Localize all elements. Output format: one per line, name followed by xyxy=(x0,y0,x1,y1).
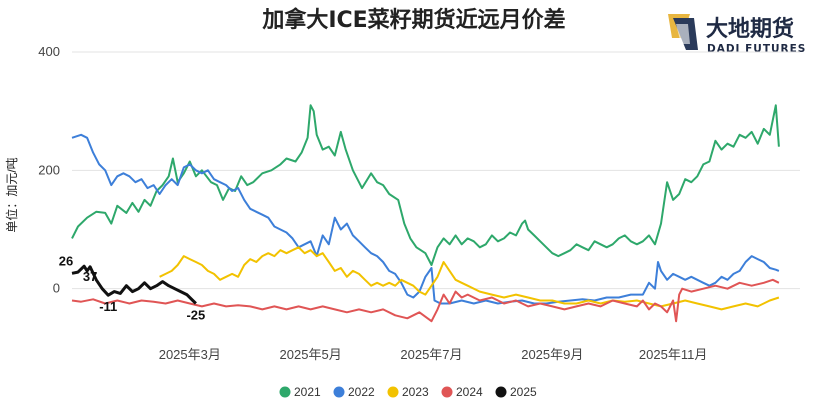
x-tick-label: 2025年3月 xyxy=(159,347,221,362)
y-axis-label: 单位：加元/吨 xyxy=(4,157,19,232)
x-ticks: 2025年3月 2025年5月 2025年7月 2025年9月 2025年11月 xyxy=(159,347,708,362)
legend-label: 2024 xyxy=(456,385,483,399)
y-ticks: 0 200 400 xyxy=(38,44,60,296)
x-tick-label: 2025年11月 xyxy=(639,347,707,362)
y-tick-label: 400 xyxy=(38,44,60,59)
data-label: -25 xyxy=(186,307,205,322)
legend-label: 2021 xyxy=(294,385,321,399)
legend-marker xyxy=(279,386,291,398)
legend-item-2025[interactable]: 2025 xyxy=(495,385,538,399)
legend-label: 2023 xyxy=(402,385,429,399)
dadi-logo-icon xyxy=(668,14,698,50)
y-tick-label: 200 xyxy=(38,162,60,177)
legend-item-2022[interactable]: 2022 xyxy=(333,385,376,399)
legend-marker xyxy=(387,386,399,398)
legend-label: 2025 xyxy=(510,385,537,399)
legend-item-2021[interactable]: 2021 xyxy=(279,385,322,399)
y-tick-label: 0 xyxy=(53,281,60,296)
x-tick-label: 2025年9月 xyxy=(521,347,583,362)
legend-label: 2022 xyxy=(348,385,375,399)
legend-marker xyxy=(333,386,345,398)
series-line-2023 xyxy=(159,246,780,311)
series-line-2021 xyxy=(71,104,780,266)
data-label: 26 xyxy=(59,253,73,268)
legend-item-2024[interactable]: 2024 xyxy=(441,385,484,399)
legend-marker xyxy=(495,386,507,398)
series-line-2025 xyxy=(71,264,197,305)
logo-en-text: DADI FUTURES xyxy=(707,43,806,55)
x-tick-label: 2025年5月 xyxy=(280,347,342,362)
x-tick-label: 2025年7月 xyxy=(400,347,462,362)
data-label: -11 xyxy=(99,299,117,314)
annotation-layer: 26 37-11 -25 xyxy=(59,253,205,322)
logo: 大地期货 DADI FUTURES xyxy=(668,14,806,55)
legend-item-2023[interactable]: 2023 xyxy=(387,385,430,399)
logo-cn-text: 大地期货 xyxy=(706,16,794,42)
series-line-2022 xyxy=(71,133,780,305)
series-layer xyxy=(71,104,780,323)
data-label: 37 xyxy=(83,269,97,284)
legend: 2021 2022 2023 2024 2025 xyxy=(279,385,538,399)
chart-title: 加拿大ICE菜籽期货近远月价差 xyxy=(261,7,565,33)
legend-marker xyxy=(441,386,453,398)
series-line-2024 xyxy=(71,278,780,323)
